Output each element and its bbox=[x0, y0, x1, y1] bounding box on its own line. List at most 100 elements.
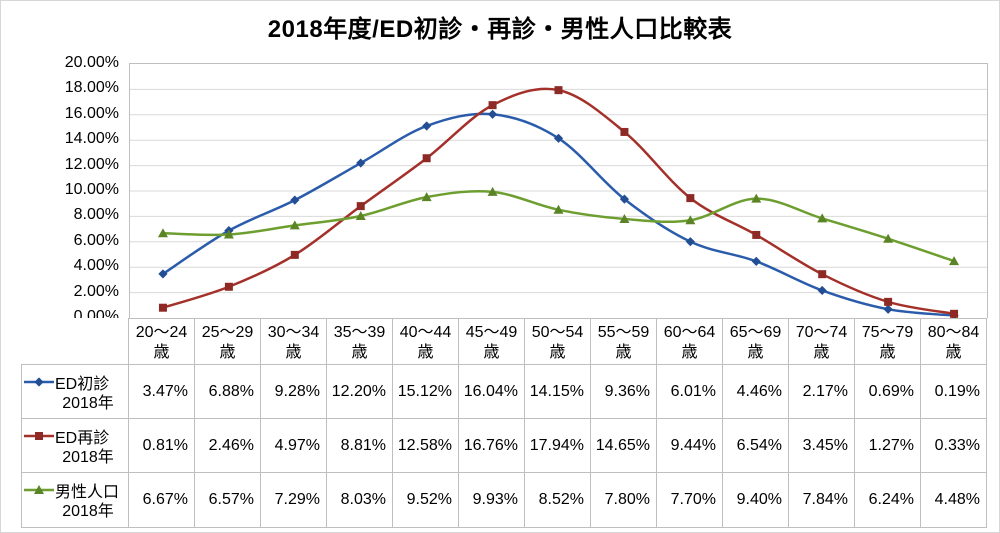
category-suffix-label: 歳 bbox=[285, 343, 302, 361]
category-cell: 60〜64 歳 bbox=[657, 318, 723, 365]
series-ed-revisit-point-marker bbox=[158, 303, 167, 312]
series-ed-first-visit-point-marker bbox=[553, 133, 564, 143]
series-male-population-point-marker bbox=[421, 192, 432, 202]
value-cell: 6.01% bbox=[657, 365, 723, 419]
category-suffix-label: 歳 bbox=[879, 343, 896, 361]
category-suffix-label: 歳 bbox=[681, 343, 698, 361]
category-suffix-label: 歳 bbox=[747, 343, 764, 361]
series-male-population-point-marker bbox=[487, 186, 498, 196]
category-range-label: 50〜54 bbox=[531, 323, 584, 341]
value-cell: 14.65% bbox=[591, 419, 657, 473]
category-cell: 25〜29 歳 bbox=[195, 318, 261, 365]
value-cell: 7.70% bbox=[657, 473, 723, 528]
value-cell: 4.97% bbox=[261, 419, 327, 473]
category-range-label: 35〜39 bbox=[333, 323, 386, 341]
category-range-label: 75〜79 bbox=[861, 323, 914, 341]
y-axis-tick-label: 18.00% bbox=[64, 79, 119, 97]
y-axis-tick-label: 10.00% bbox=[64, 181, 119, 198]
series-male-population-point-marker bbox=[355, 211, 366, 221]
legend-cell: 男性人口 2018年 bbox=[21, 473, 129, 528]
value-cell: 8.81% bbox=[327, 419, 393, 473]
series-ed-revisit-line bbox=[161, 87, 956, 316]
category-range-label: 25〜29 bbox=[201, 323, 254, 341]
value-cell: 15.12% bbox=[393, 365, 459, 419]
series-ed-revisit-point-marker bbox=[422, 154, 431, 163]
category-range-label: 65〜69 bbox=[729, 323, 782, 341]
category-range-label: 45〜49 bbox=[465, 323, 518, 341]
value-cell: 12.58% bbox=[393, 419, 459, 473]
category-suffix-label: 歳 bbox=[351, 343, 368, 361]
category-cell: 55〜59 歳 bbox=[591, 318, 657, 365]
series-male-population-point-marker bbox=[223, 229, 234, 239]
value-cell: 0.19% bbox=[921, 365, 987, 419]
value-cell: 2.17% bbox=[789, 365, 855, 419]
series-male-population-point-marker bbox=[949, 256, 960, 266]
series-male-population-point-marker bbox=[685, 215, 696, 225]
chart-title: 2018年度/ED初診・再診・男性人口比較表 bbox=[267, 16, 733, 43]
category-suffix-label: 歳 bbox=[945, 343, 962, 361]
category-range-label: 30〜34 bbox=[267, 323, 320, 341]
series-ed-revisit-point-marker bbox=[488, 101, 497, 110]
value-cell: 9.93% bbox=[459, 473, 525, 528]
value-cell: 4.46% bbox=[723, 365, 789, 419]
value-cell: 16.76% bbox=[459, 419, 525, 473]
category-cell: 20〜24 歳 bbox=[129, 318, 195, 365]
value-cell: 6.24% bbox=[855, 473, 921, 528]
value-cell: 3.47% bbox=[129, 365, 195, 419]
value-cell: 6.88% bbox=[195, 365, 261, 419]
category-suffix-label: 歳 bbox=[483, 343, 500, 361]
series-ed-first-visit-line bbox=[161, 112, 956, 317]
category-cell: 35〜39 歳 bbox=[327, 318, 393, 365]
legend-year-label: 2018年 bbox=[62, 448, 114, 466]
series-ed-revisit-point-marker bbox=[620, 127, 629, 136]
y-axis-tick-label: 4.00% bbox=[73, 257, 119, 275]
category-range-label: 80〜84 bbox=[927, 323, 980, 341]
category-suffix-label: 歳 bbox=[549, 343, 566, 361]
value-cell: 8.52% bbox=[525, 473, 591, 528]
value-cell: 9.36% bbox=[591, 365, 657, 419]
value-cell: 6.57% bbox=[195, 473, 261, 528]
value-cell: 0.33% bbox=[921, 419, 987, 473]
category-suffix-label: 歳 bbox=[813, 343, 830, 361]
value-cell: 12.20% bbox=[327, 365, 393, 419]
series-ed-first-visit-point-marker bbox=[290, 195, 300, 205]
value-cell: 3.45% bbox=[789, 419, 855, 473]
value-cell: 8.03% bbox=[327, 473, 393, 528]
category-suffix-label: 歳 bbox=[417, 343, 434, 361]
value-cell: 1.27% bbox=[855, 419, 921, 473]
chart-svg bbox=[130, 86, 987, 321]
category-cell: 70〜74 歳 bbox=[789, 318, 855, 365]
category-cell: 30〜34 歳 bbox=[261, 318, 327, 365]
series-ed-revisit-point-marker bbox=[884, 297, 893, 306]
series-ed-first-visit-point-marker bbox=[356, 158, 366, 168]
value-cell: 14.15% bbox=[525, 365, 591, 419]
series-ed-revisit-legend-key-icon bbox=[24, 431, 54, 440]
series-male-population-point-marker bbox=[157, 228, 168, 238]
value-cell: 7.29% bbox=[261, 473, 327, 528]
series-ed-revisit-point-marker bbox=[752, 230, 761, 239]
category-range-label: 55〜59 bbox=[597, 323, 650, 341]
legend-year-label: 2018年 bbox=[62, 394, 114, 412]
value-cell: 9.52% bbox=[393, 473, 459, 528]
series-male-population-point-marker bbox=[553, 204, 564, 214]
series-ed-first-visit-point-marker bbox=[685, 237, 695, 247]
category-range-label: 40〜44 bbox=[399, 323, 452, 341]
series-ed-first-visit-point-marker bbox=[487, 109, 498, 119]
series-ed-first-visit-point-marker bbox=[422, 121, 432, 131]
y-axis-tick-label: 14.00% bbox=[64, 130, 119, 148]
value-cell: 6.67% bbox=[129, 473, 195, 528]
category-suffix-label: 歳 bbox=[219, 343, 236, 361]
legend-cell: ED初診 2018年 bbox=[21, 365, 129, 419]
value-cell: 0.81% bbox=[129, 419, 195, 473]
y-axis-tick-label: 12.00% bbox=[64, 155, 119, 173]
y-axis-tick-label: 2.00% bbox=[73, 282, 119, 300]
value-cell: 9.44% bbox=[657, 419, 723, 473]
series-ed-revisit-point-marker bbox=[686, 194, 695, 203]
data-table: 20〜24 歳 25〜29 歳 30〜34 歳 35〜39 歳 40〜44 歳 45〜49 歳 50〜5… bbox=[21, 318, 987, 528]
series-ed-first-visit-point-marker bbox=[619, 194, 630, 204]
value-cell: 9.28% bbox=[261, 365, 327, 419]
category-cell: 40〜44 歳 bbox=[393, 318, 459, 365]
category-range-label: 70〜74 bbox=[795, 323, 848, 341]
series-ed-revisit-point-marker bbox=[950, 309, 959, 318]
